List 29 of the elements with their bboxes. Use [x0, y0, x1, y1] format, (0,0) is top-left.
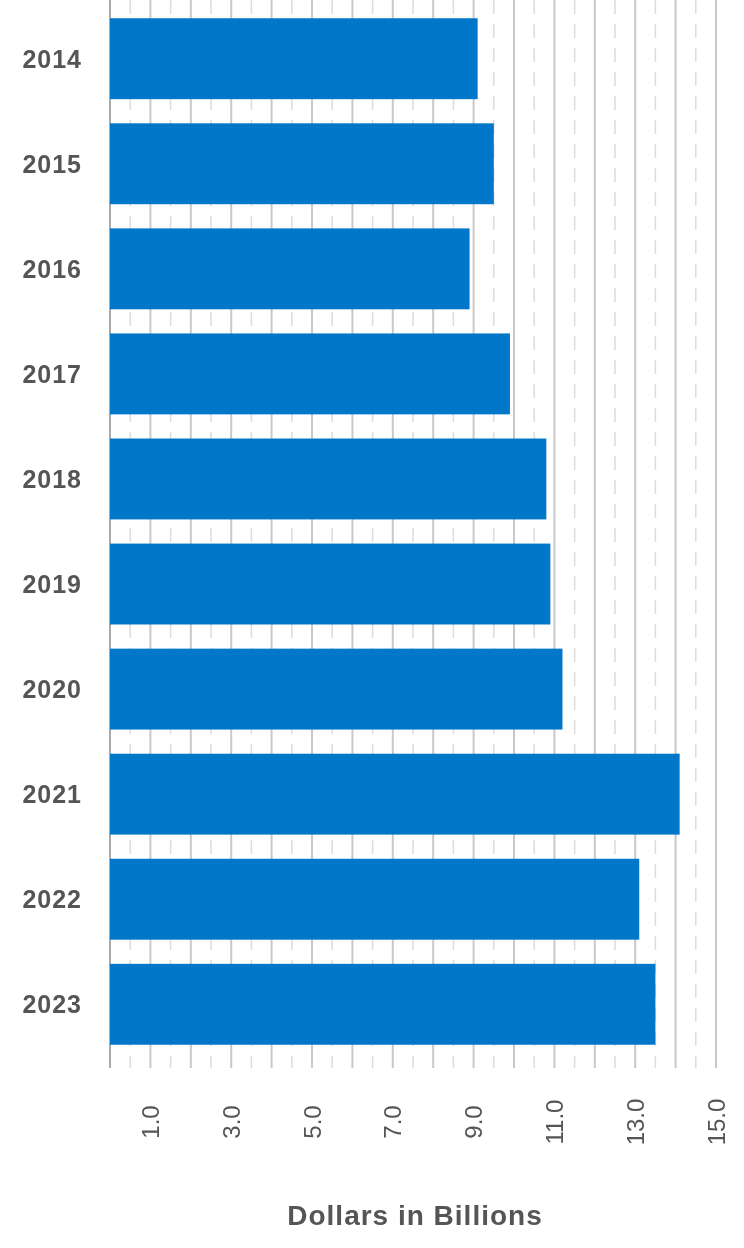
- bar: [110, 648, 563, 730]
- bar: [110, 228, 470, 310]
- y-tick-label: 2014: [22, 44, 82, 73]
- bar: [110, 543, 551, 625]
- y-tick-label: 2023: [22, 990, 82, 1019]
- x-tick-label: 5.0: [298, 1105, 326, 1139]
- x-tick-label: 1.0: [136, 1105, 164, 1139]
- y-tick-label: 2015: [22, 149, 82, 178]
- bar: [110, 753, 680, 835]
- bar: [110, 438, 547, 520]
- x-tick-label: 13.0: [621, 1098, 649, 1146]
- x-tick-label: 7.0: [379, 1105, 407, 1139]
- y-tick-label: 2021: [22, 780, 82, 809]
- bar: [110, 333, 510, 415]
- bar: [110, 123, 494, 205]
- y-tick-label: 2016: [22, 254, 82, 283]
- bar: [110, 18, 478, 100]
- x-tick-label: 15.0: [702, 1098, 730, 1146]
- x-tick-label: 11.0: [540, 1099, 568, 1145]
- y-tick-label: 2020: [22, 675, 82, 704]
- y-tick-label: 2022: [22, 885, 82, 914]
- y-tick-label: 2018: [22, 464, 82, 493]
- bar: [110, 858, 640, 940]
- x-tick-label: 9.0: [460, 1105, 488, 1139]
- x-axis-title: Dollars in Billions: [287, 1199, 543, 1231]
- y-tick-label: 2017: [22, 359, 82, 388]
- x-tick-label: 3.0: [217, 1105, 245, 1139]
- y-tick-label: 2019: [22, 570, 82, 599]
- bar: [110, 963, 656, 1045]
